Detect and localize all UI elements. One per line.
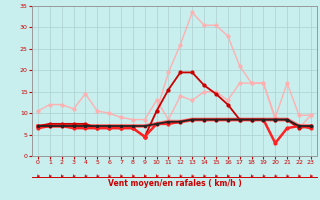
X-axis label: Vent moyen/en rafales ( km/h ): Vent moyen/en rafales ( km/h )	[108, 179, 241, 188]
